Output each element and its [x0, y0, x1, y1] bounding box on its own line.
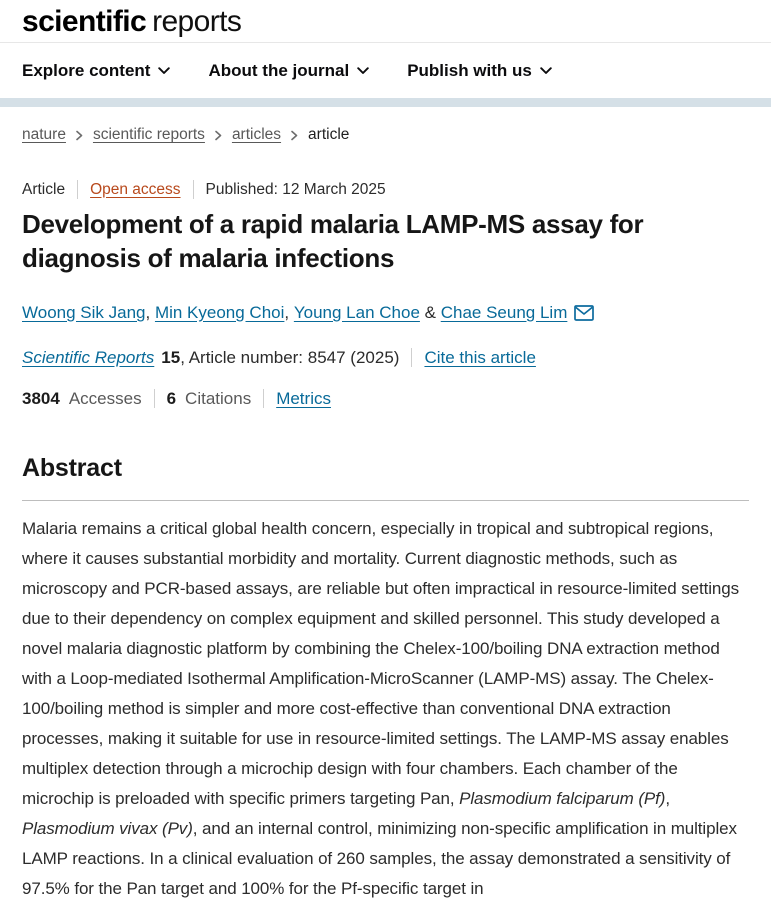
metrics-link[interactable]: Metrics	[276, 388, 331, 408]
article-page: nature scientific reports articles artic…	[0, 126, 771, 904]
journal-volume: 15	[161, 347, 181, 367]
author-separator: &	[419, 302, 441, 322]
breadcrumb-current: article	[308, 126, 350, 143]
abstract-paragraph: Malaria remains a critical global health…	[22, 514, 749, 904]
abstract-segment: , and an internal control, minimizing no…	[22, 818, 737, 898]
abstract-segment-italic: Plasmodium falciparum (Pf)	[459, 788, 666, 808]
article-type-label: Article	[22, 180, 66, 198]
published-date: Published: 12 March 2025	[205, 180, 386, 198]
section-rule	[22, 499, 749, 501]
logo-text-bold: scientific	[22, 4, 147, 38]
breadcrumb-link-nature[interactable]: nature	[22, 126, 66, 143]
journal-link[interactable]: Scientific Reports	[22, 347, 155, 367]
nav-item-label: Explore content	[22, 60, 151, 80]
divider	[192, 180, 194, 199]
abstract-segment: ,	[665, 788, 670, 808]
journal-logo[interactable]: scientific reports	[22, 4, 242, 40]
breadcrumb: nature scientific reports articles artic…	[22, 126, 749, 144]
nav-item-label: About the journal	[208, 60, 350, 80]
citation-line: Scientific Reports 15, Article number: 8…	[22, 348, 749, 368]
chevron-down-icon	[357, 66, 369, 74]
citation-detail: , Article number: 8547 (2025)	[180, 347, 400, 367]
citations-label: Citations	[185, 388, 252, 408]
accesses-label: Accesses	[68, 388, 142, 408]
author-link[interactable]: Young Lan Choe	[293, 302, 420, 322]
chevron-down-icon	[540, 66, 552, 74]
divider	[153, 389, 155, 409]
chevron-right-icon	[76, 130, 83, 141]
abstract-heading: Abstract	[22, 453, 122, 482]
nav-item-publish-with-us[interactable]: Publish with us	[407, 61, 552, 81]
divider	[263, 389, 265, 409]
author-separator: ,	[145, 302, 155, 322]
chevron-down-icon	[158, 66, 171, 74]
breadcrumb-link-articles[interactable]: articles	[231, 126, 282, 143]
author-link[interactable]: Min Kyeong Choi	[154, 302, 285, 322]
article-meta-row: Article Open access Published: 12 March …	[22, 180, 749, 199]
accesses-count: 3804	[22, 388, 60, 408]
chevron-right-icon	[291, 130, 298, 141]
abstract-segment: Malaria remains a critical global health…	[22, 518, 739, 808]
primary-nav: Explore content About the journal Publis…	[0, 43, 771, 98]
citations-count: 6	[166, 388, 177, 408]
site-header: scientific reports	[0, 0, 771, 43]
abstract-section: Abstract Malaria remains a critical glob…	[22, 454, 749, 904]
open-access-link[interactable]: Open access	[90, 180, 181, 198]
chevron-right-icon	[215, 130, 222, 141]
author-list: Woong Sik Jang, Min Kyeong Choi, Young L…	[22, 303, 749, 323]
envelope-icon[interactable]	[574, 304, 595, 321]
nav-item-about-the-journal[interactable]: About the journal	[208, 61, 369, 81]
author-link[interactable]: Woong Sik Jang	[22, 302, 146, 322]
header-accent-band	[0, 98, 771, 107]
divider	[77, 180, 79, 199]
author-link[interactable]: Chae Seung Lim	[440, 302, 568, 322]
author-separator: ,	[284, 302, 294, 322]
logo-text-light: reports	[152, 4, 242, 38]
breadcrumb-link-scientific-reports[interactable]: scientific reports	[92, 126, 205, 143]
nav-item-label: Publish with us	[407, 60, 532, 80]
divider	[411, 348, 413, 368]
abstract-segment-italic: Plasmodium vivax (Pv)	[22, 818, 193, 838]
nav-item-explore-content[interactable]: Explore content	[22, 60, 171, 81]
metrics-bar: 3804 Accesses 6 Citations Metrics	[22, 389, 749, 409]
article-title: Development of a rapid malaria LAMP-MS a…	[22, 209, 644, 273]
cite-this-article-link[interactable]: Cite this article	[424, 347, 536, 367]
